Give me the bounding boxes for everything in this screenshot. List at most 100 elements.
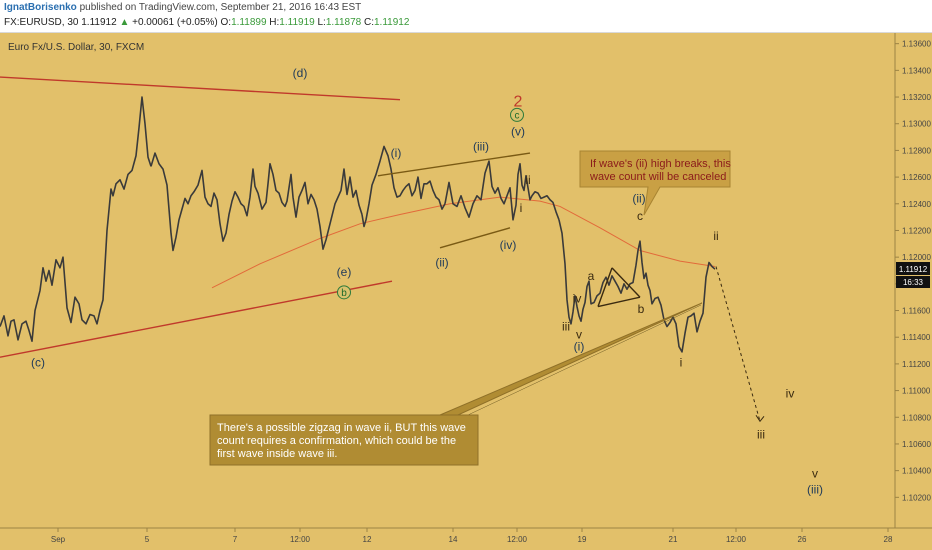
plot-background xyxy=(0,33,932,550)
price-badge: 1.11912 16:33 xyxy=(896,262,930,288)
price-series xyxy=(0,96,716,353)
x-tick-label: 21 xyxy=(669,535,678,544)
x-tick-label: 7 xyxy=(233,535,238,544)
wave-label: ii xyxy=(713,229,718,243)
wave-label: ii xyxy=(525,173,530,187)
symbol-line: FX:EURUSD, 30 1.11912 ▲ +0.00061 (+0.05%… xyxy=(4,17,409,28)
y-tick-label: 1.11000 xyxy=(902,387,931,396)
x-tick-label: 12:00 xyxy=(507,535,528,544)
support-line xyxy=(467,304,702,416)
wave-label: (ii) xyxy=(632,191,645,205)
ohlc-o-label: O: xyxy=(220,17,232,28)
wave-label: c xyxy=(515,110,520,121)
x-tick-label: 26 xyxy=(798,535,807,544)
y-tick-label: 1.13400 xyxy=(902,66,931,75)
y-tick-label: 1.13000 xyxy=(902,120,931,129)
annotation-canceled-callout[interactable]: If wave's (ii) high breaks, this wave co… xyxy=(579,150,731,216)
y-tick-label: 1.11600 xyxy=(902,307,931,316)
y-tick-label: 1.13200 xyxy=(902,93,931,102)
trendline[interactable] xyxy=(0,76,401,101)
wave-label: (i) xyxy=(574,340,585,354)
author-link[interactable]: IgnatBorisenko xyxy=(4,2,77,13)
chart-area[interactable]: Euro Fx/U.S. Dollar, 30, FXCM (d)2c(v)(i… xyxy=(0,33,932,550)
annotation-line: There's a possible zigzag in wave ii, BU… xyxy=(217,422,466,434)
time-badge-bg xyxy=(896,276,930,288)
wave-label: v xyxy=(812,466,818,480)
symbol-label[interactable]: FX:EURUSD, 30 xyxy=(4,17,79,28)
chart-header: IgnatBorisenko published on TradingView.… xyxy=(0,0,932,33)
published-text: published on TradingView.com, September … xyxy=(76,2,362,13)
annotation-zigzag-callout[interactable]: There's a possible zigzag in wave ii, BU… xyxy=(209,302,703,466)
projection-line[interactable] xyxy=(715,266,761,422)
wave-label: (ii) xyxy=(435,255,448,269)
ohlc-c: 1.11912 xyxy=(374,17,410,28)
x-tick-label: 5 xyxy=(145,535,150,544)
y-tick-label: 1.12000 xyxy=(902,253,931,262)
trendline[interactable] xyxy=(597,296,641,308)
y-tick-label: 1.12400 xyxy=(902,200,931,209)
wave-label: v xyxy=(576,328,582,342)
y-tick-label: 1.12200 xyxy=(902,226,931,235)
ohlc-l-label: L: xyxy=(317,17,326,28)
wave-label: (i) xyxy=(391,146,402,160)
x-tick-label: 12 xyxy=(363,535,372,544)
ohlc-h: 1.11919 xyxy=(279,17,315,28)
wave-label: i xyxy=(520,201,523,215)
wave-label: a xyxy=(588,269,595,283)
wave-label: i xyxy=(680,356,683,370)
price-line xyxy=(361,145,446,228)
price-line xyxy=(558,219,716,353)
y-tick-label: 1.10600 xyxy=(902,440,931,449)
wave-label: iii xyxy=(757,428,765,442)
time-axis[interactable]: Sep 5 7 12:00 12 14 12:00 19 21 12:00 26 28 xyxy=(51,528,893,544)
annotation-line: wave count will be canceled xyxy=(589,171,726,183)
wave-label: 2 xyxy=(514,93,523,110)
last-price: 1.11912 xyxy=(81,17,117,28)
ohlc-c-label: C: xyxy=(364,17,374,28)
x-tick-label: 12:00 xyxy=(290,535,311,544)
y-tick-label: 1.10400 xyxy=(902,467,931,476)
y-tick-label: 1.11200 xyxy=(902,360,931,369)
wave-label: (c) xyxy=(31,356,45,370)
wave-label: (iii) xyxy=(473,139,489,153)
callout-pointer xyxy=(439,302,703,416)
chart-title: Euro Fx/U.S. Dollar, 30, FXCM xyxy=(8,42,144,53)
annotation-line: first wave inside wave iii. xyxy=(217,448,337,460)
change-arrow-icon: ▲ xyxy=(119,17,130,28)
wave-label: (e) xyxy=(337,265,352,279)
annotation-line: count requires a confirmation, which cou… xyxy=(217,435,456,447)
price-line xyxy=(0,96,152,343)
trendline[interactable] xyxy=(439,227,511,249)
y-tick-label: 1.12600 xyxy=(902,173,931,182)
trendline[interactable] xyxy=(0,280,393,358)
callout-shape xyxy=(209,414,479,466)
y-tick-label: 1.11400 xyxy=(902,333,931,342)
trendline[interactable] xyxy=(597,267,613,307)
wave-label: iv xyxy=(573,292,582,306)
trendline[interactable] xyxy=(377,152,531,177)
change-value: +0.00061 (+0.05%) xyxy=(132,17,218,28)
wave-label: iii xyxy=(562,320,570,334)
wave-label: (iv) xyxy=(500,238,517,252)
y-tick-label: 1.12800 xyxy=(902,146,931,155)
trendline[interactable] xyxy=(611,267,641,298)
wave-label: c xyxy=(637,209,643,223)
callout-shape xyxy=(579,150,731,216)
wave-label-circle xyxy=(337,285,351,300)
x-tick-label: 28 xyxy=(884,535,893,544)
publish-line: IgnatBorisenko published on TradingView.… xyxy=(4,2,361,13)
x-tick-label: 14 xyxy=(449,535,458,544)
ohlc-h-label: H: xyxy=(269,17,280,28)
price-line xyxy=(150,152,259,252)
time-badge-text: 16:33 xyxy=(903,278,924,287)
price-line xyxy=(257,162,363,250)
wave-label: iv xyxy=(786,386,795,400)
y-tick-label: 1.10800 xyxy=(902,413,931,422)
wave-label-circle xyxy=(510,107,524,122)
trendlines xyxy=(0,76,765,423)
wave-label: (iii) xyxy=(807,482,823,496)
wave-label: (d) xyxy=(293,66,308,80)
y-tick-label: 1.10200 xyxy=(902,493,931,502)
x-tick-label: 12:00 xyxy=(726,535,747,544)
price-axis[interactable]: 1.13600 1.13400 1.13200 1.13000 1.12800 1.126… xyxy=(895,40,931,503)
